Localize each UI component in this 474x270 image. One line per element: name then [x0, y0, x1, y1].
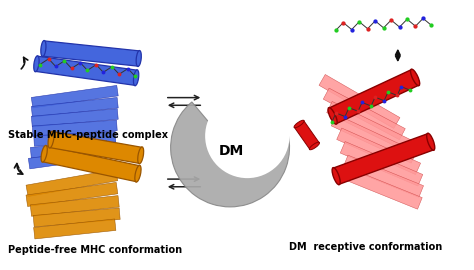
Polygon shape: [31, 109, 118, 127]
Polygon shape: [34, 219, 116, 239]
Ellipse shape: [41, 40, 46, 56]
Ellipse shape: [34, 56, 39, 72]
Text: Stable MHC-peptide complex: Stable MHC-peptide complex: [8, 130, 168, 140]
Polygon shape: [337, 128, 420, 174]
Polygon shape: [30, 195, 119, 216]
Ellipse shape: [135, 165, 141, 182]
Polygon shape: [343, 155, 424, 197]
Wedge shape: [171, 102, 290, 207]
Polygon shape: [31, 97, 118, 117]
Circle shape: [205, 94, 290, 178]
Text: Peptide-free MHC conformation: Peptide-free MHC conformation: [8, 245, 182, 255]
Polygon shape: [26, 169, 118, 197]
Polygon shape: [294, 121, 319, 149]
Polygon shape: [43, 146, 140, 182]
Polygon shape: [327, 102, 411, 151]
Polygon shape: [50, 131, 142, 163]
Ellipse shape: [41, 146, 47, 162]
Text: DM  receptive conformation: DM receptive conformation: [290, 242, 443, 252]
Polygon shape: [340, 141, 423, 186]
Ellipse shape: [332, 168, 340, 185]
Polygon shape: [34, 131, 116, 146]
Text: DM: DM: [219, 144, 244, 158]
Polygon shape: [333, 134, 434, 184]
Polygon shape: [28, 149, 96, 169]
Polygon shape: [36, 56, 137, 85]
Polygon shape: [331, 114, 417, 163]
Ellipse shape: [427, 133, 435, 150]
Ellipse shape: [410, 69, 419, 86]
Ellipse shape: [294, 120, 304, 128]
Polygon shape: [345, 168, 422, 209]
Ellipse shape: [136, 50, 141, 66]
Polygon shape: [26, 183, 118, 207]
Polygon shape: [32, 120, 117, 137]
Polygon shape: [43, 41, 139, 66]
Ellipse shape: [328, 108, 337, 124]
Ellipse shape: [310, 142, 319, 150]
Polygon shape: [31, 85, 118, 108]
Polygon shape: [30, 141, 108, 158]
Ellipse shape: [138, 147, 144, 164]
Polygon shape: [329, 70, 419, 124]
Polygon shape: [319, 75, 400, 129]
Ellipse shape: [134, 70, 139, 86]
Polygon shape: [323, 88, 405, 140]
Ellipse shape: [48, 131, 54, 148]
Polygon shape: [33, 208, 120, 227]
